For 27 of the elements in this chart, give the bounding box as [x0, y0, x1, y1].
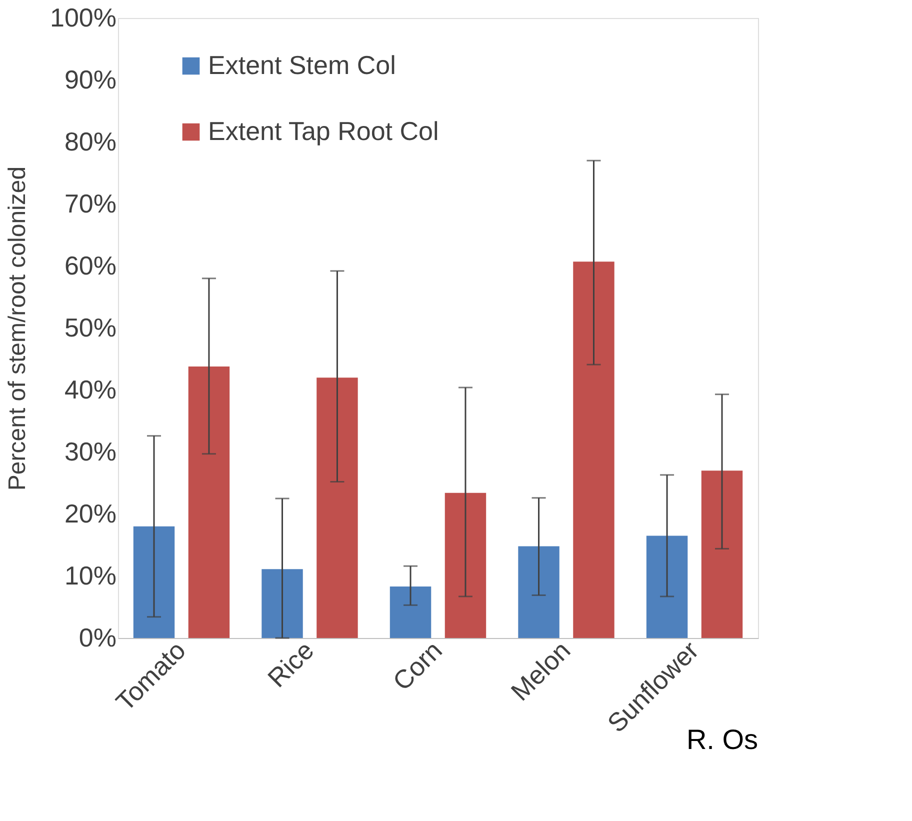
bar — [390, 586, 432, 638]
x-tick-label: Rice — [262, 635, 320, 694]
bar — [133, 526, 175, 638]
y-tick-label: 60% — [64, 250, 116, 280]
y-tick-label: 20% — [64, 498, 116, 528]
x-tick-label: Corn — [386, 635, 448, 696]
y-tick-label: 80% — [64, 126, 116, 156]
y-tick-label: 40% — [64, 374, 116, 404]
y-tick-label: 70% — [64, 188, 116, 218]
bar — [188, 366, 230, 638]
bar — [444, 492, 486, 638]
bar — [646, 536, 688, 638]
y-axis-title: Percent of stem/root colonized — [4, 166, 31, 491]
y-tick-label: 30% — [64, 436, 116, 466]
legend-label: Extent Stem Col — [208, 50, 396, 80]
bar — [316, 378, 358, 638]
bar — [262, 569, 303, 638]
y-tick-label: 10% — [64, 560, 116, 590]
text: R. Os — [686, 724, 758, 755]
y-tick-label: 50% — [64, 312, 116, 342]
y-tick-label: 100% — [50, 2, 116, 32]
bar — [518, 546, 560, 638]
y-tick-label: 90% — [64, 64, 116, 94]
bar — [573, 262, 614, 638]
bar — [701, 470, 743, 638]
y-tick-label: 0% — [78, 622, 116, 652]
legend-label: Extent Tap Root Col — [208, 116, 439, 146]
